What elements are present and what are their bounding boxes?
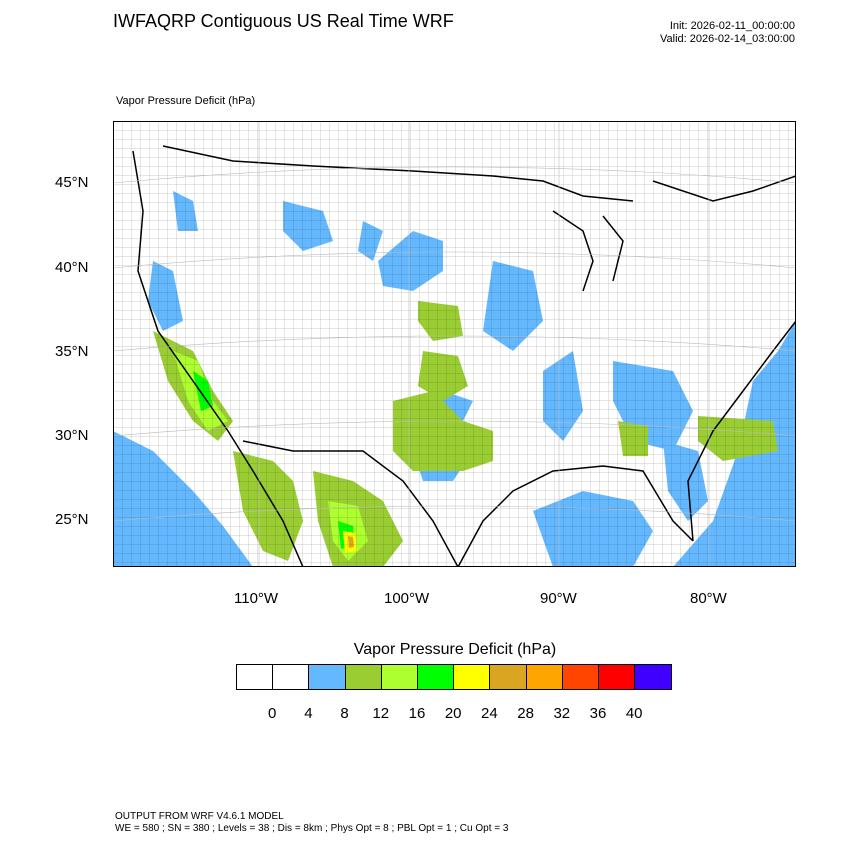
lon-label-80: 80°W <box>690 590 727 607</box>
legend-swatch <box>490 665 527 689</box>
legend-swatch <box>562 665 599 689</box>
legend-tick-label: 32 <box>553 705 571 722</box>
color-bar <box>236 664 673 690</box>
lat-label-30: 30°N <box>55 427 89 444</box>
legend-tick-label: 16 <box>408 705 426 722</box>
legend-swatch <box>454 665 491 689</box>
chart-title: IWFAQRP Contiguous US Real Time WRF <box>113 11 454 31</box>
field-label: Vapor Pressure Deficit (hPa) <box>116 95 256 107</box>
model-info: OUTPUT FROM WRF V4.6.1 MODEL WE = 580 ; … <box>115 811 508 835</box>
legend-tick-label: 36 <box>589 705 607 722</box>
model-version: OUTPUT FROM WRF V4.6.1 MODEL <box>115 811 284 822</box>
legend-tick-label: 0 <box>268 705 277 722</box>
lon-label-110: 110°W <box>234 590 279 607</box>
valid-time: Valid: 2026-02-14_03:00:00 <box>660 33 795 45</box>
legend-swatch <box>417 665 455 689</box>
legend-title: Vapor Pressure Deficit (hPa) <box>353 641 557 658</box>
lat-label-25: 25°N <box>55 511 89 528</box>
model-config: WE = 580 ; SN = 380 ; Levels = 38 ; Dis … <box>115 823 509 834</box>
lat-label-40: 40°N <box>55 259 89 276</box>
legend-swatch <box>345 665 382 689</box>
lon-label-90: 90°W <box>540 590 577 607</box>
legend-swatch <box>237 665 274 689</box>
graticule <box>113 121 796 567</box>
legend-swatch <box>273 665 310 689</box>
legend-tick-label: 4 <box>304 705 313 722</box>
legend-swatch <box>381 665 418 689</box>
legend-tick-label: 12 <box>372 705 390 722</box>
lat-label-35: 35°N <box>55 343 89 360</box>
legend-tick-label: 40 <box>625 705 643 722</box>
lon-label-100: 100°W <box>384 590 430 607</box>
boundaries <box>132 145 796 567</box>
legend-tick-label: 8 <box>340 705 349 722</box>
legend-tick-label: 28 <box>517 705 534 722</box>
lat-label-45: 45°N <box>55 174 89 191</box>
legend-tick-label: 24 <box>481 705 498 722</box>
legend-swatch <box>309 665 346 689</box>
legend-swatch <box>635 665 672 689</box>
init-time: Init: 2026-02-11_00:00:00 <box>669 20 795 32</box>
legend-swatch <box>526 665 563 689</box>
legend-swatch <box>598 665 636 689</box>
run-times: Init: 2026-02-11_00:00:00 Valid: 2026-02… <box>660 20 795 46</box>
map-plot <box>113 121 796 567</box>
legend-tick-label: 20 <box>444 705 462 722</box>
